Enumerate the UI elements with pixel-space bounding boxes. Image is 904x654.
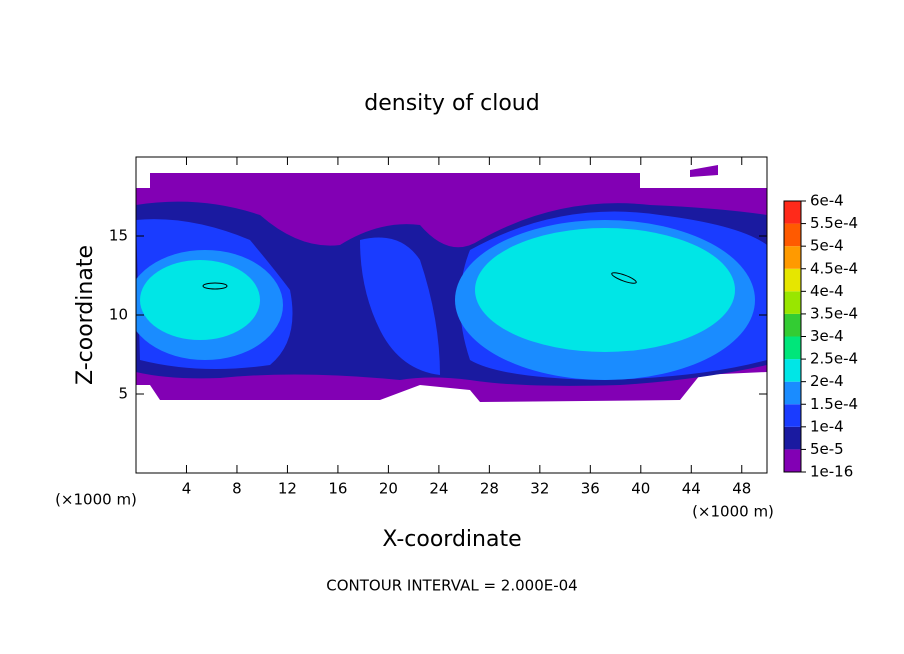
colorbar-box bbox=[784, 404, 801, 427]
x-unit: (×1000 m) bbox=[692, 503, 774, 521]
colorbar-label: 3e-4 bbox=[810, 327, 844, 345]
colorbar-box bbox=[784, 201, 801, 224]
colorbar-label: 2.5e-4 bbox=[810, 350, 858, 368]
colorbar-label: 1.5e-4 bbox=[810, 395, 858, 413]
x-axis-label: X-coordinate bbox=[382, 527, 521, 552]
colorbar-label: 1e-16 bbox=[810, 463, 853, 481]
colorbar-box bbox=[784, 359, 801, 382]
colorbar-box bbox=[784, 381, 801, 405]
colorbar-label: 3.5e-4 bbox=[810, 304, 858, 322]
colorbar-label: 6e-4 bbox=[810, 192, 844, 210]
chart-title: density of cloud bbox=[364, 91, 539, 116]
colorbar-label: 5e-4 bbox=[810, 237, 844, 255]
x-tick-label: 32 bbox=[530, 480, 549, 498]
colorbar-box bbox=[784, 313, 801, 337]
y-tick-label: 10 bbox=[109, 306, 128, 324]
contour-field bbox=[136, 165, 767, 402]
x-tick-label: 48 bbox=[732, 480, 751, 498]
colorbar-label: 4.5e-4 bbox=[810, 259, 858, 277]
x-tick-label: 16 bbox=[328, 480, 347, 498]
x-unit: (×1000 m) bbox=[55, 491, 137, 509]
x-tick-label: 36 bbox=[581, 480, 600, 498]
colorbar-box bbox=[784, 426, 801, 450]
y-tick-label: 15 bbox=[109, 227, 128, 245]
x-tick-label: 20 bbox=[379, 480, 398, 498]
y-tick-label: 5 bbox=[118, 385, 128, 403]
x-tick-label: 12 bbox=[278, 480, 297, 498]
contour-note: CONTOUR INTERVAL = 2.000E-04 bbox=[326, 577, 577, 595]
x-tick-label: 44 bbox=[682, 480, 701, 498]
y-axis-label: Z-coordinate bbox=[73, 245, 98, 385]
colorbar-box bbox=[784, 449, 801, 472]
x-tick-label: 28 bbox=[480, 480, 499, 498]
colorbar-label: 5.5e-4 bbox=[810, 214, 858, 232]
x-tick-label: 24 bbox=[429, 480, 448, 498]
x-tick-label: 40 bbox=[631, 480, 650, 498]
x-tick-label: 8 bbox=[232, 480, 242, 498]
colorbar-box bbox=[784, 268, 801, 292]
colorbar-box bbox=[784, 336, 801, 360]
colorbar-box bbox=[784, 246, 801, 269]
colorbar-label: 2e-4 bbox=[810, 372, 844, 390]
colorbar-box bbox=[784, 291, 801, 314]
colorbar-label: 4e-4 bbox=[810, 282, 844, 300]
x-tick-label: 4 bbox=[182, 480, 192, 498]
colorbar-label: 5e-5 bbox=[810, 440, 844, 458]
colorbar-box bbox=[784, 223, 801, 247]
colorbar-label: 1e-4 bbox=[810, 417, 844, 435]
